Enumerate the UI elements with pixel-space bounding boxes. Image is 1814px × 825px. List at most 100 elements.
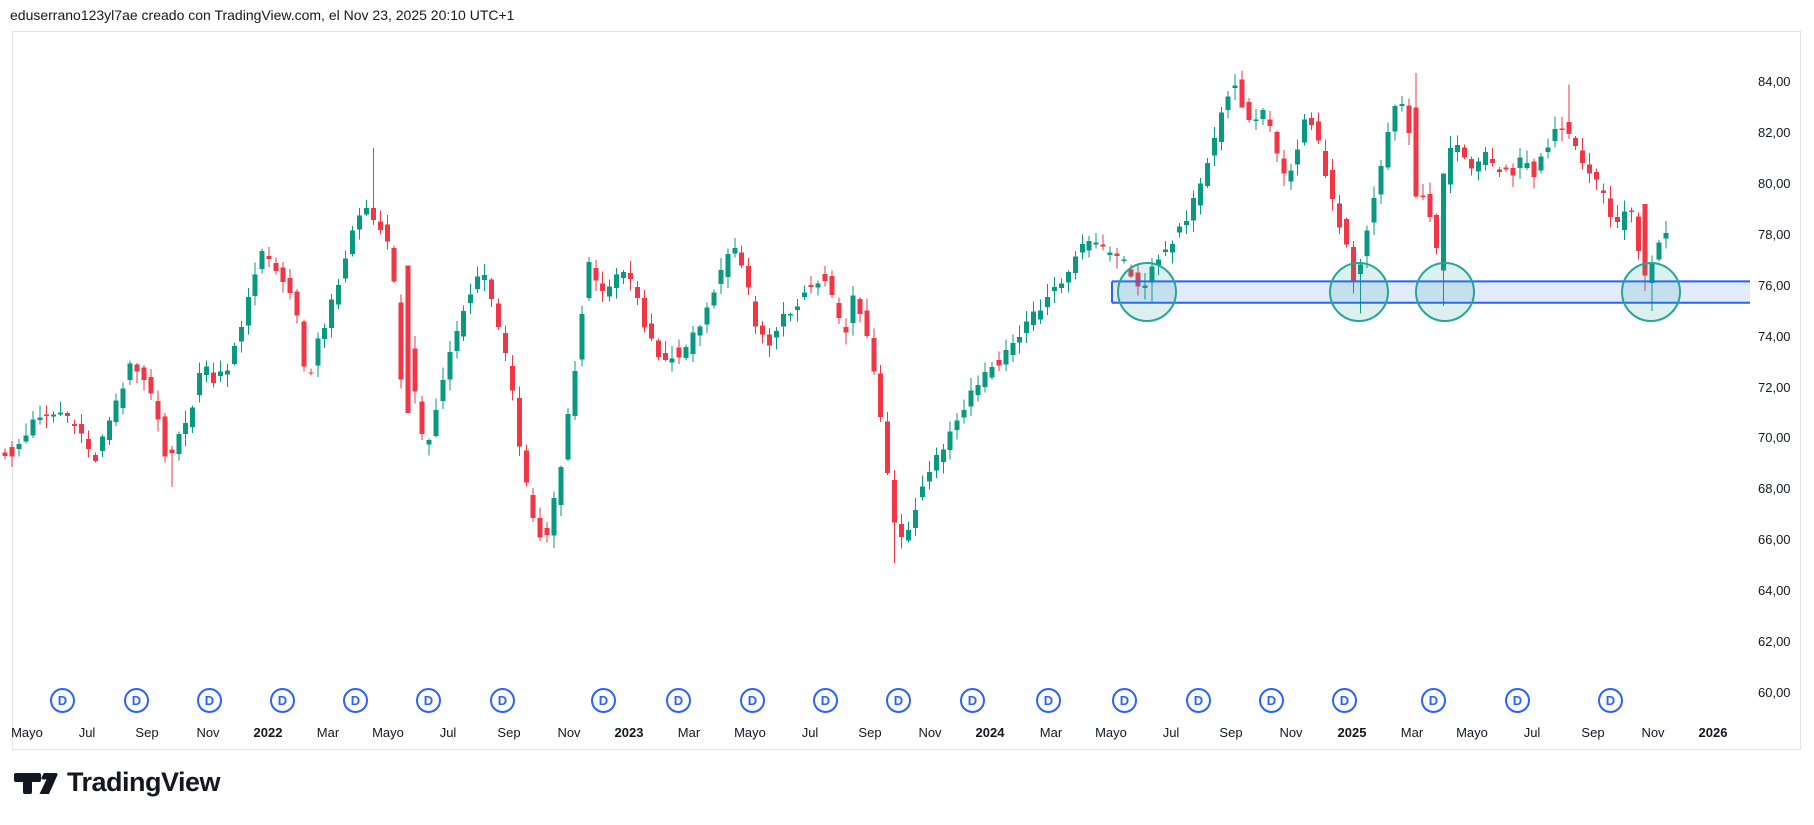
dividend-badge[interactable]: D xyxy=(1036,688,1061,713)
tradingview-logo-text[interactable]: TradingView xyxy=(67,767,221,797)
candle-body-up xyxy=(454,331,460,352)
candle-body-down xyxy=(996,360,1002,366)
time-axis-month-label: Mar xyxy=(1400,725,1424,740)
candle-body-up xyxy=(1399,103,1405,107)
chart-border xyxy=(12,31,1801,750)
candle-body-up xyxy=(127,363,133,381)
candle-body-up xyxy=(1364,230,1370,257)
candle-body-up xyxy=(315,338,321,366)
candle-body-down xyxy=(384,224,390,242)
dividend-badge[interactable]: D xyxy=(416,688,441,713)
candle-body-up xyxy=(1475,161,1481,172)
candle-body-down xyxy=(1614,217,1620,223)
time-axis-month-label: Jul xyxy=(78,725,96,740)
dividend-badge[interactable]: D xyxy=(50,688,75,713)
candle-body-up xyxy=(947,431,953,450)
candle-body-down xyxy=(1510,167,1516,176)
price-axis-label: 70,00 xyxy=(1758,430,1791,445)
candle-body-up xyxy=(218,371,223,377)
candle-body-up xyxy=(1184,221,1189,225)
dividend-badge[interactable]: D xyxy=(1332,688,1357,713)
candle-body-up xyxy=(579,313,585,360)
candle-body-up xyxy=(1017,337,1023,343)
candle-body-up xyxy=(1455,145,1460,153)
highlight-circle[interactable] xyxy=(1415,262,1475,322)
dividend-badge[interactable]: D xyxy=(1259,688,1284,713)
tradingview-logo-icon[interactable] xyxy=(14,768,58,798)
dividend-badge[interactable]: D xyxy=(591,688,616,713)
candle-body-down xyxy=(662,353,668,360)
candle-body-down xyxy=(1531,161,1537,177)
candle-body-up xyxy=(919,486,925,497)
candle-body-down xyxy=(1330,169,1335,199)
candle-body-down xyxy=(92,455,98,462)
candle-body-up xyxy=(183,423,189,434)
page-title: eduserrano123yl7ae creado con TradingVie… xyxy=(10,7,515,23)
candle-body-down xyxy=(301,321,307,367)
candle-body-down xyxy=(1580,150,1586,163)
candle-body-up xyxy=(913,510,918,528)
dividend-badge[interactable]: D xyxy=(666,688,691,713)
candle-body-up xyxy=(1149,266,1155,283)
candle-body-up xyxy=(704,307,710,325)
candle-body-down xyxy=(370,208,376,221)
candle-body-up xyxy=(565,414,571,460)
dividend-badge[interactable]: D xyxy=(490,688,515,713)
candle-body-down xyxy=(141,367,147,381)
candle-body-down xyxy=(676,347,682,358)
candle-body-up xyxy=(1392,105,1398,132)
candle-body-up xyxy=(30,419,36,436)
candle-body-up xyxy=(1260,110,1266,120)
candle-body-down xyxy=(1128,269,1134,277)
candle-body-down xyxy=(1420,195,1426,197)
candle-body-up xyxy=(926,471,932,482)
dividend-badge[interactable]: D xyxy=(343,688,368,713)
highlight-circle[interactable] xyxy=(1329,262,1389,322)
dividend-badge[interactable]: D xyxy=(960,688,985,713)
candle-body-down xyxy=(1573,137,1579,146)
candle-body-up xyxy=(461,310,467,337)
dividend-badge[interactable]: D xyxy=(1598,688,1623,713)
candle-body-up xyxy=(954,420,960,430)
dividend-badge[interactable]: D xyxy=(813,688,838,713)
highlight-circle[interactable] xyxy=(1117,262,1177,322)
candle-body-down xyxy=(1343,219,1349,245)
candle-body-down xyxy=(169,449,175,454)
support-zone-fill[interactable] xyxy=(1112,281,1750,303)
candle-body-down xyxy=(419,401,425,434)
dividend-badge[interactable]: D xyxy=(124,688,149,713)
time-axis-month-label: Sep xyxy=(858,725,882,740)
candle-body-up xyxy=(336,284,342,305)
candle-body-up xyxy=(1524,163,1530,168)
candle-body-up xyxy=(475,276,481,290)
candle-body-up xyxy=(259,251,265,270)
time-axis-month-label: Sep xyxy=(497,725,521,740)
price-axis-label: 80,00 xyxy=(1758,176,1791,191)
dividend-badge[interactable]: D xyxy=(740,688,765,713)
candle-body-up xyxy=(1295,149,1301,165)
candle-body-down xyxy=(273,262,279,271)
dividend-badge[interactable]: D xyxy=(1421,688,1446,713)
candle-body-up xyxy=(356,215,362,230)
candle-body-down xyxy=(899,524,905,537)
time-axis-month-label: Sep xyxy=(135,725,159,740)
dividend-badge[interactable]: D xyxy=(1112,688,1137,713)
candle-body-down xyxy=(1316,121,1321,141)
dividend-badge[interactable]: D xyxy=(1186,688,1211,713)
dividend-badge[interactable]: D xyxy=(270,688,295,713)
dividend-badge[interactable]: D xyxy=(1505,688,1530,713)
candle-body-down xyxy=(1267,119,1273,127)
price-axis-label: 68,00 xyxy=(1758,481,1791,496)
candle-body-down xyxy=(377,221,383,230)
candle-body-down xyxy=(864,310,870,336)
candle-body-up xyxy=(1177,226,1182,233)
candle-body-up xyxy=(1552,129,1558,141)
highlight-circle[interactable] xyxy=(1621,262,1681,322)
candle-body-up xyxy=(238,326,244,342)
dividend-badge[interactable]: D xyxy=(197,688,222,713)
candle-body-up xyxy=(968,390,974,407)
price-axis-label: 64,00 xyxy=(1758,583,1791,598)
dividend-badge[interactable]: D xyxy=(886,688,911,713)
candle-body-up xyxy=(252,274,258,296)
